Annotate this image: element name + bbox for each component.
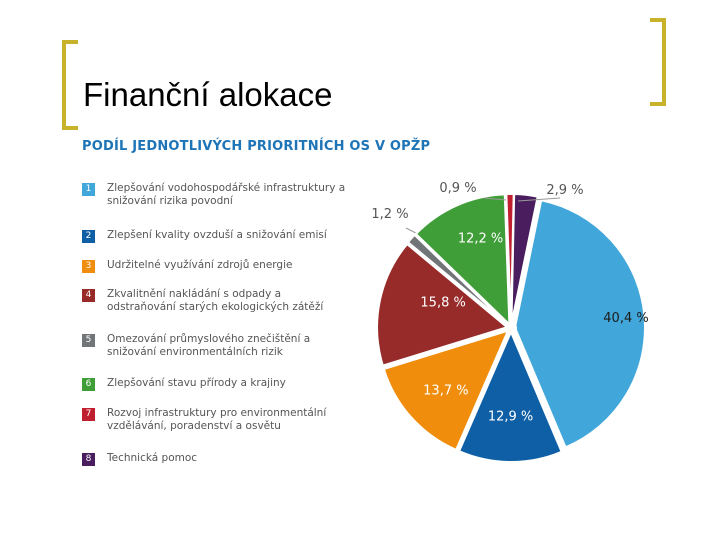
legend-label-3: Udržitelné využívání zdrojů energie [107, 259, 293, 271]
data-label-5: 1,2 % [371, 207, 408, 222]
data-label-2: 12,9 % [488, 410, 533, 425]
legend-marker-3: 3 [82, 260, 95, 273]
legend-marker-6: 6 [82, 378, 95, 391]
pie-slice-3 [382, 329, 510, 452]
pie-slice-5 [406, 233, 509, 327]
pie-slice-6 [414, 193, 511, 327]
legend-label-6: Zlepšování stavu přírody a krajiny [107, 377, 286, 389]
legend-label-2: Zlepšení kvality ovzduší a snižování emi… [107, 229, 327, 241]
pie-slice-2 [457, 329, 563, 463]
pie-slice-8 [510, 193, 539, 325]
pie-slice-1 [513, 199, 646, 449]
leader-line-7 [483, 197, 507, 201]
data-label-1: 40,4 % [603, 311, 648, 326]
data-label-7: 0,9 % [439, 181, 476, 196]
legend-label-1: Zlepšování vodohospodářské infrastruktur… [107, 182, 346, 207]
data-label-8: 2,9 % [546, 183, 583, 198]
legend-label-8: Technická pomoc [107, 452, 198, 464]
pie-center [505, 322, 517, 334]
title-bracket-left [62, 40, 78, 130]
pie-chart: 40,4 % 12,9 % 13,7 % 15,8 % 1,2 % 12,2 % 0,9 %… [371, 181, 649, 463]
legend-label-5: Omezování průmyslového znečištění a sniž… [107, 333, 311, 358]
legend-marker-4: 4 [82, 289, 95, 302]
chart-title: PODÍL JEDNOTLIVÝCH PRIORITNÍCH OS V OPŽP [82, 139, 431, 154]
legend-label-4: Zkvalitnění nakládání s odpady a odstraň… [107, 288, 324, 313]
data-label-4: 15,8 % [420, 295, 465, 310]
leader-line-8 [517, 197, 561, 202]
pie-slice-4 [376, 242, 510, 367]
legend-marker-8: 8 [82, 453, 95, 466]
legend-marker-7: 7 [82, 408, 95, 421]
data-label-3: 13,7 % [423, 384, 468, 399]
data-label-6: 12,2 % [458, 232, 503, 247]
legend-marker-2: 2 [82, 230, 95, 243]
legend-marker-1: 1 [82, 183, 95, 196]
legend-marker-5: 5 [82, 334, 95, 347]
title-bracket-right [650, 18, 666, 106]
slide-title: Finanční alokace [83, 76, 333, 113]
legend-label-7: Rozvoj infrastruktury pro environmentáln… [107, 407, 327, 432]
